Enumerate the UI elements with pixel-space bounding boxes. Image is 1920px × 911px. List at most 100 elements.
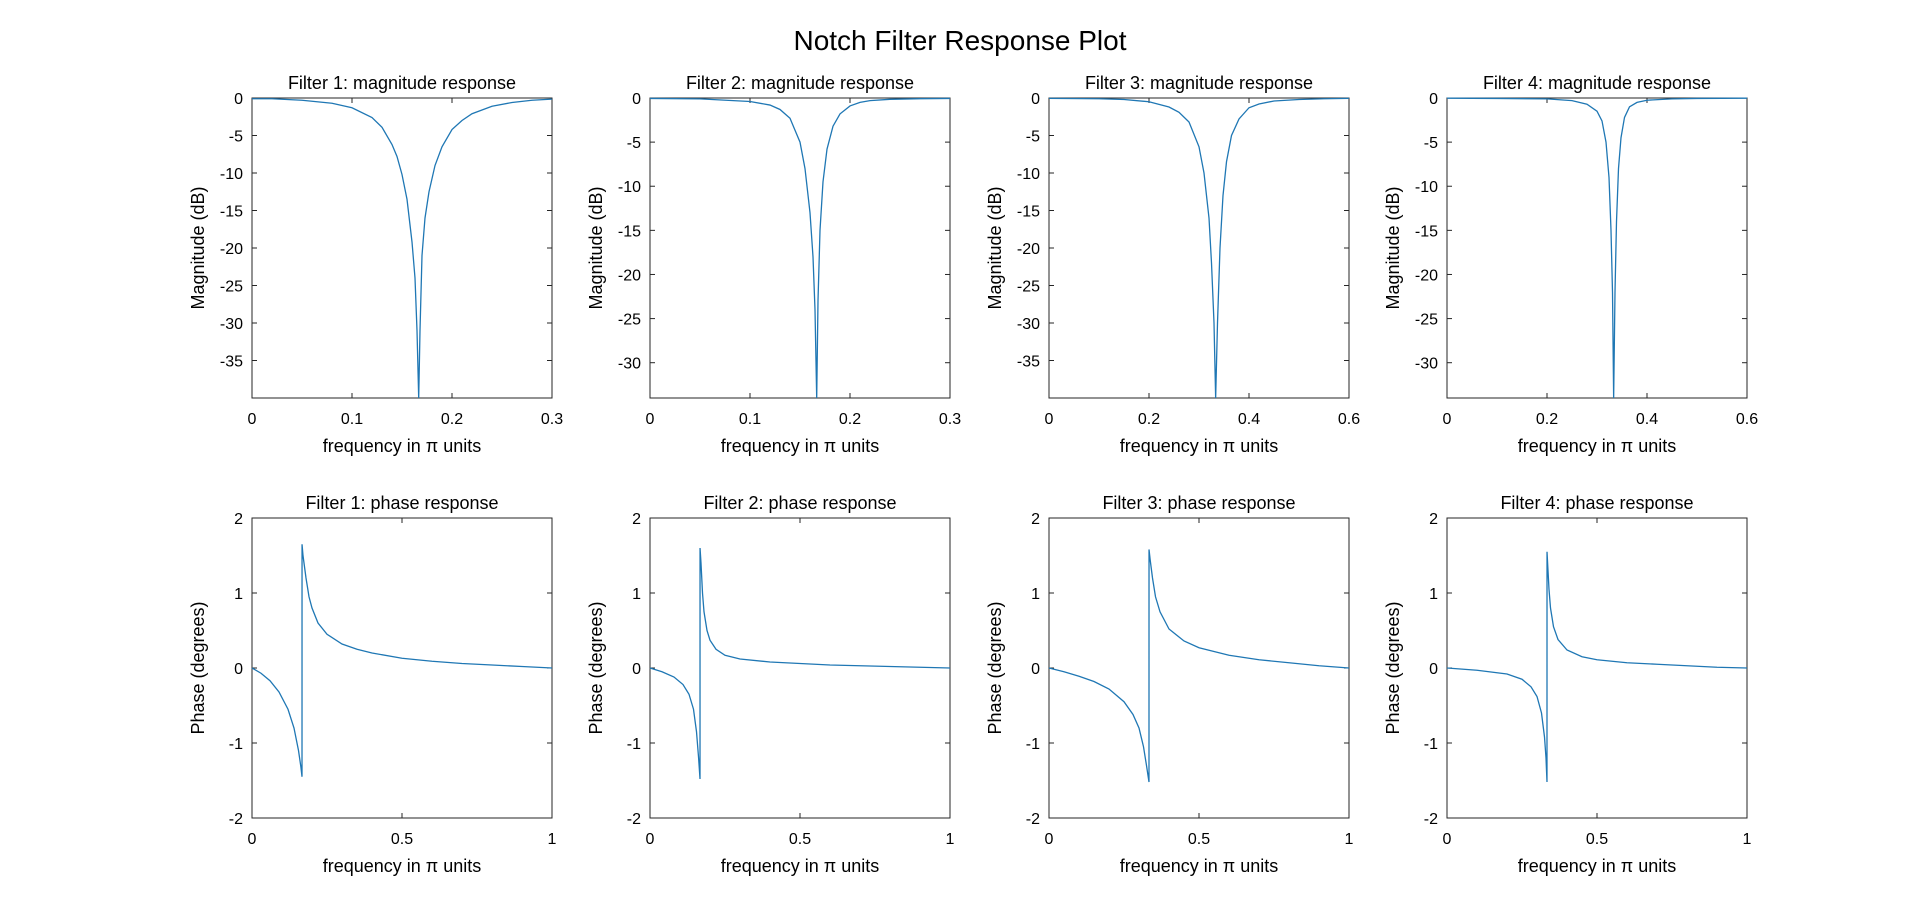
y-tick-label: -30: [1415, 356, 1438, 373]
x-tick-label: 0.5: [1586, 831, 1608, 848]
y-tick-label: -2: [1026, 811, 1040, 828]
y-tick-label: -2: [627, 811, 641, 828]
y-tick-label: 2: [632, 511, 641, 528]
y-tick-label: -1: [1026, 736, 1040, 753]
y-tick-label: -15: [1415, 223, 1438, 240]
y-tick-label: 2: [234, 511, 243, 528]
y-tick-label: -10: [1415, 179, 1438, 196]
y-tick-label: 0: [632, 91, 641, 108]
x-axis-label: frequency in π units: [1120, 856, 1279, 876]
series-line: [251, 544, 553, 777]
subplot-8: Filter 4: phase response 0 0.5 1 2 1 0 -1 -2 freq…: [1383, 493, 1752, 876]
y-tick-label: -35: [220, 354, 243, 371]
x-tick-label: 0: [1443, 411, 1452, 428]
y-tick-label: -20: [618, 267, 641, 284]
series-line: [252, 98, 553, 399]
y-tick-label: 0: [1429, 661, 1438, 678]
x-tick-label: 0.5: [391, 831, 413, 848]
y-axis-label: Magnitude (dB): [985, 186, 1005, 309]
y-tick-label: -1: [229, 736, 243, 753]
y-tick-label: -15: [220, 204, 243, 221]
y-tick-label: -1: [1424, 736, 1438, 753]
y-tick-label: -20: [1415, 267, 1438, 284]
series-line: [1048, 549, 1350, 783]
x-tick-label: 0.5: [789, 831, 811, 848]
x-tick-label: 1: [1345, 831, 1354, 848]
series-line: [1446, 551, 1748, 783]
x-tick-label: 1: [548, 831, 557, 848]
y-tick-label: 0: [234, 661, 243, 678]
subplot-1: Filter 1: magnitude response 0 0.1 0.2 0.3 0 -…: [188, 73, 563, 456]
y-axis-label: Phase (degrees): [1383, 601, 1403, 734]
y-tick-label: -35: [1017, 354, 1040, 371]
y-tick-label: -10: [618, 179, 641, 196]
x-tick-label: 0.4: [1636, 411, 1658, 428]
x-tick-label: 0: [646, 411, 655, 428]
y-tick-label: -20: [220, 241, 243, 258]
subplot-4: Filter 4: magnitude response 0 0.2 0.4 0.6 0 -…: [1383, 73, 1758, 456]
axes-frame: [251, 97, 553, 399]
y-tick-label: 0: [1031, 661, 1040, 678]
series-line: [649, 97, 951, 399]
y-tick-label: 0: [1031, 91, 1040, 108]
y-axis-label: Magnitude (dB): [1383, 186, 1403, 309]
series-line: [1446, 97, 1748, 399]
y-tick-label: 1: [234, 586, 243, 603]
x-axis-label: frequency in π units: [1518, 436, 1677, 456]
axes-frame: [649, 97, 951, 399]
x-tick-label: 0.3: [541, 411, 563, 428]
x-tick-label: 0.2: [839, 411, 861, 428]
y-tick-label: -5: [1026, 129, 1040, 146]
x-axis-label: frequency in π units: [721, 856, 880, 876]
x-tick-label: 1: [1743, 831, 1752, 848]
axes-frame: [251, 517, 553, 819]
x-tick-label: 0: [1443, 831, 1452, 848]
subplot-2: Filter 2: magnitude response 0 0.1 0.2 0.3 0 -…: [586, 73, 961, 456]
subplot-title: Filter 4: magnitude response: [1483, 73, 1711, 93]
x-axis-label: frequency in π units: [323, 436, 482, 456]
subplot-title: Filter 1: magnitude response: [288, 73, 516, 93]
y-tick-label: -15: [618, 223, 641, 240]
x-axis-label: frequency in π units: [323, 856, 482, 876]
subplot-3: Filter 3: magnitude response 0 0.2 0.4 0.6 0 -…: [985, 73, 1360, 456]
y-axis-label: Phase (degrees): [188, 601, 208, 734]
y-tick-label: -5: [1424, 135, 1438, 152]
y-axis-label: Magnitude (dB): [586, 186, 606, 309]
y-tick-label: -15: [1017, 204, 1040, 221]
x-tick-label: 0.2: [1536, 411, 1558, 428]
y-tick-label: -25: [1415, 312, 1438, 329]
axes-frame: [1048, 97, 1350, 399]
y-tick-label: -30: [1017, 316, 1040, 333]
x-tick-label: 0.1: [739, 411, 761, 428]
y-tick-label: -10: [220, 166, 243, 183]
y-tick-label: -5: [627, 135, 641, 152]
x-tick-label: 0: [1045, 411, 1054, 428]
x-tick-label: 0: [1045, 831, 1054, 848]
x-axis-label: frequency in π units: [1120, 436, 1279, 456]
figure-title: Notch Filter Response Plot: [793, 25, 1126, 56]
x-tick-label: 0.2: [1138, 411, 1160, 428]
y-tick-label: -20: [1017, 241, 1040, 258]
y-tick-label: -5: [229, 129, 243, 146]
axes-frame: [1048, 517, 1350, 819]
y-tick-label: -30: [220, 316, 243, 333]
subplot-7: Filter 3: phase response 0 0.5 1 2 1 0 -1 -2 freq…: [985, 493, 1354, 876]
axes-frame: [1446, 517, 1748, 819]
y-tick-label: -1: [627, 736, 641, 753]
y-tick-label: -2: [1424, 811, 1438, 828]
x-tick-label: 0: [248, 411, 257, 428]
y-tick-label: 1: [1429, 586, 1438, 603]
y-tick-label: -25: [618, 312, 641, 329]
subplot-5: Filter 1: phase response 0 0.5 1 2 1 0 -1 -2 freq…: [188, 493, 557, 876]
y-tick-label: 1: [632, 586, 641, 603]
subplot-title: Filter 2: phase response: [703, 493, 896, 513]
subplot-title: Filter 2: magnitude response: [686, 73, 914, 93]
subplot-title: Filter 3: phase response: [1102, 493, 1295, 513]
y-axis-label: Magnitude (dB): [188, 186, 208, 309]
y-tick-label: -25: [1017, 279, 1040, 296]
axes-frame: [1446, 97, 1748, 399]
y-tick-label: -2: [229, 811, 243, 828]
y-tick-label: -10: [1017, 166, 1040, 183]
axes-frame: [649, 517, 951, 819]
